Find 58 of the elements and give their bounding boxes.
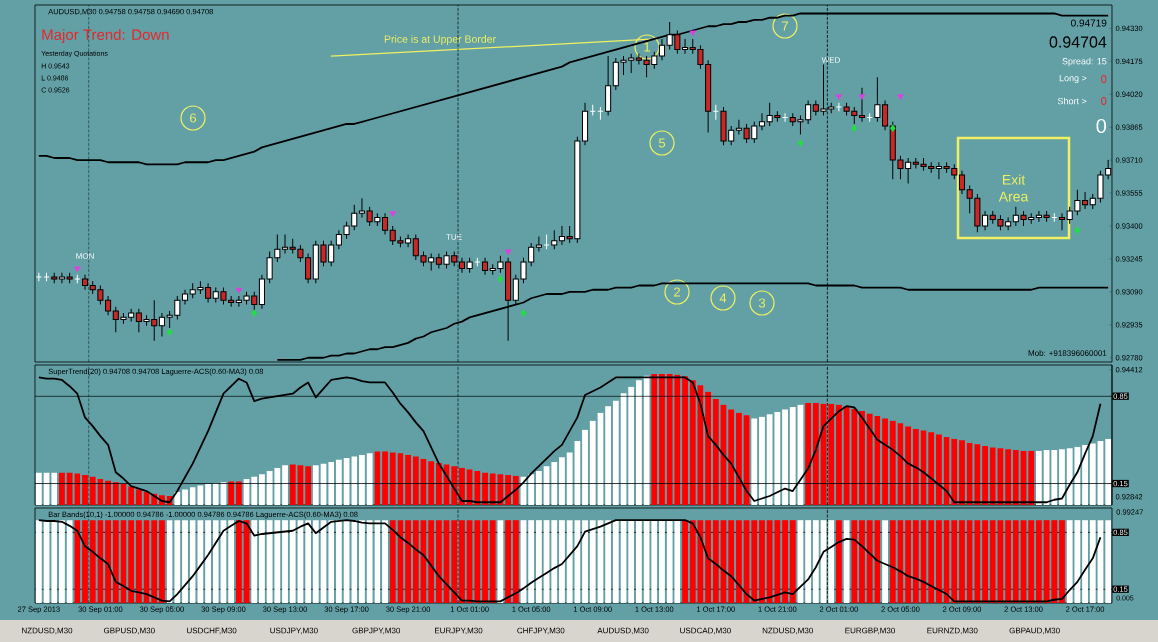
- text: GBPUSD,M30: [103, 627, 155, 635]
- point: [897, 94, 904, 101]
- point: [835, 94, 843, 101]
- point: [389, 211, 396, 217]
- annotation: 0: [1101, 75, 1107, 83]
- annotation: 6: [190, 113, 197, 123]
- point: [166, 328, 173, 336]
- annotation: 5: [658, 138, 666, 148]
- annotation: Mob: +918396060001: [1028, 350, 1107, 356]
- text: EURNZD,M30: [927, 627, 978, 635]
- text: GBPAUD,M30: [1009, 627, 1060, 635]
- point: [797, 139, 804, 147]
- annotation: 0.94719: [1071, 19, 1107, 27]
- point: [1074, 226, 1081, 234]
- candlestick: [551, 229, 558, 250]
- annotation: 4: [719, 293, 727, 303]
- point: [497, 275, 504, 283]
- annotation: 0: [1101, 97, 1107, 105]
- text: EURJPY,M30: [435, 627, 483, 635]
- text: GBPJPY,M30: [352, 627, 401, 635]
- annotation: Major Trend: Down: [42, 29, 169, 43]
- text: USDJPY,M30: [270, 627, 318, 635]
- annotation: Exit Area: [998, 174, 1029, 202]
- text: NZDUSD,M30: [22, 627, 73, 635]
- point: [520, 309, 527, 317]
- point: [858, 94, 866, 101]
- annotation: Long >: [1059, 74, 1087, 84]
- annotation: Spread: 15: [1062, 57, 1107, 67]
- text: AUDUSD,M30: [597, 627, 649, 635]
- text: USDCAD,M30: [680, 627, 731, 635]
- text: EURGBP,M30: [845, 627, 895, 635]
- candlestick: [81, 274, 89, 291]
- annotation: 1: [644, 42, 650, 52]
- annotation: 0.94704: [1049, 36, 1107, 48]
- annotation: WED: [821, 57, 840, 63]
- annotation: TUE: [446, 234, 462, 240]
- point: [504, 249, 512, 256]
- annotation: Short >: [1057, 97, 1087, 105]
- point: [689, 30, 696, 37]
- candlestick: [51, 272, 58, 284]
- annotation: 7: [782, 21, 788, 31]
- annotation: MON: [76, 253, 94, 259]
- point: [74, 266, 81, 273]
- candlestick: [605, 55, 612, 116]
- point: [851, 124, 858, 132]
- annotation: 3: [758, 298, 766, 308]
- annotation: 0: [1096, 118, 1107, 134]
- text: CHFJPY,M30: [517, 627, 565, 635]
- annotation: 2: [674, 287, 680, 297]
- candlestick: [481, 257, 489, 276]
- candlestick: [858, 87, 866, 123]
- point: [235, 287, 243, 294]
- text: USDCHF,M30: [187, 627, 237, 635]
- candlestick: [535, 236, 542, 252]
- annotation: Price is at Upper Border: [384, 35, 496, 45]
- point: [889, 124, 896, 132]
- text: NZDUSD,M30: [762, 627, 813, 635]
- point: [251, 309, 258, 317]
